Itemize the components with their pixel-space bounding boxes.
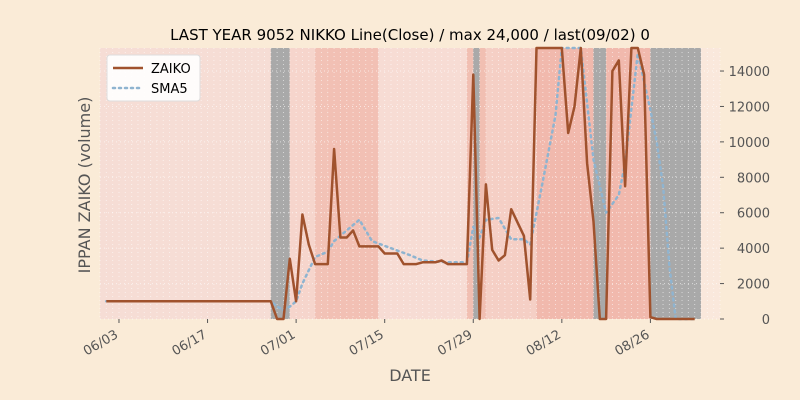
band-13 — [701, 48, 720, 319]
legend: ZAIKO SMA5 — [106, 54, 201, 102]
band-12 — [650, 48, 702, 319]
band-3 — [315, 48, 328, 319]
y-tick-label: 14000 — [729, 65, 770, 80]
x-tick-label: 08/26 — [612, 327, 652, 359]
legend-label-zaiko: ZAIKO — [151, 62, 191, 77]
y-tick-label: 0 — [762, 313, 770, 328]
y-axis: 0 2000 4000 6000 8000 10000 12000 14000 — [720, 65, 770, 328]
x-axis-label: DATE — [389, 366, 431, 385]
series-sma5 — [105, 46, 696, 321]
x-tick-label: 06/03 — [81, 327, 121, 359]
series-lines — [105, 46, 696, 321]
y-axis-label: IPPAN ZAIKO (volume) — [75, 97, 94, 274]
band-5 — [378, 48, 467, 319]
y-tick-label: 12000 — [729, 100, 770, 115]
x-tick-label: 07/29 — [435, 327, 475, 359]
x-tick-label: 07/01 — [258, 327, 298, 359]
chart-title: LAST YEAR 9052 NIKKO Line(Close) / max 2… — [170, 26, 650, 44]
series-zaiko — [106, 46, 695, 321]
grid-lines — [99, 48, 721, 320]
legend-label-sma5: SMA5 — [151, 82, 188, 97]
legend-box — [106, 54, 201, 102]
y-tick-label: 8000 — [737, 171, 770, 186]
x-tick-label: 08/12 — [524, 327, 564, 359]
y-tick-label: 2000 — [737, 278, 770, 293]
y-tick-label: 4000 — [737, 242, 770, 257]
x-axis: 06/03 06/17 07/01 07/15 07/29 08/12 08/26 — [81, 319, 652, 359]
y-tick-label: 6000 — [737, 207, 770, 222]
band-1 — [270, 48, 290, 319]
x-tick-label: 06/17 — [170, 327, 210, 359]
y-tick-label: 10000 — [729, 136, 770, 151]
x-tick-label: 07/15 — [347, 327, 387, 359]
